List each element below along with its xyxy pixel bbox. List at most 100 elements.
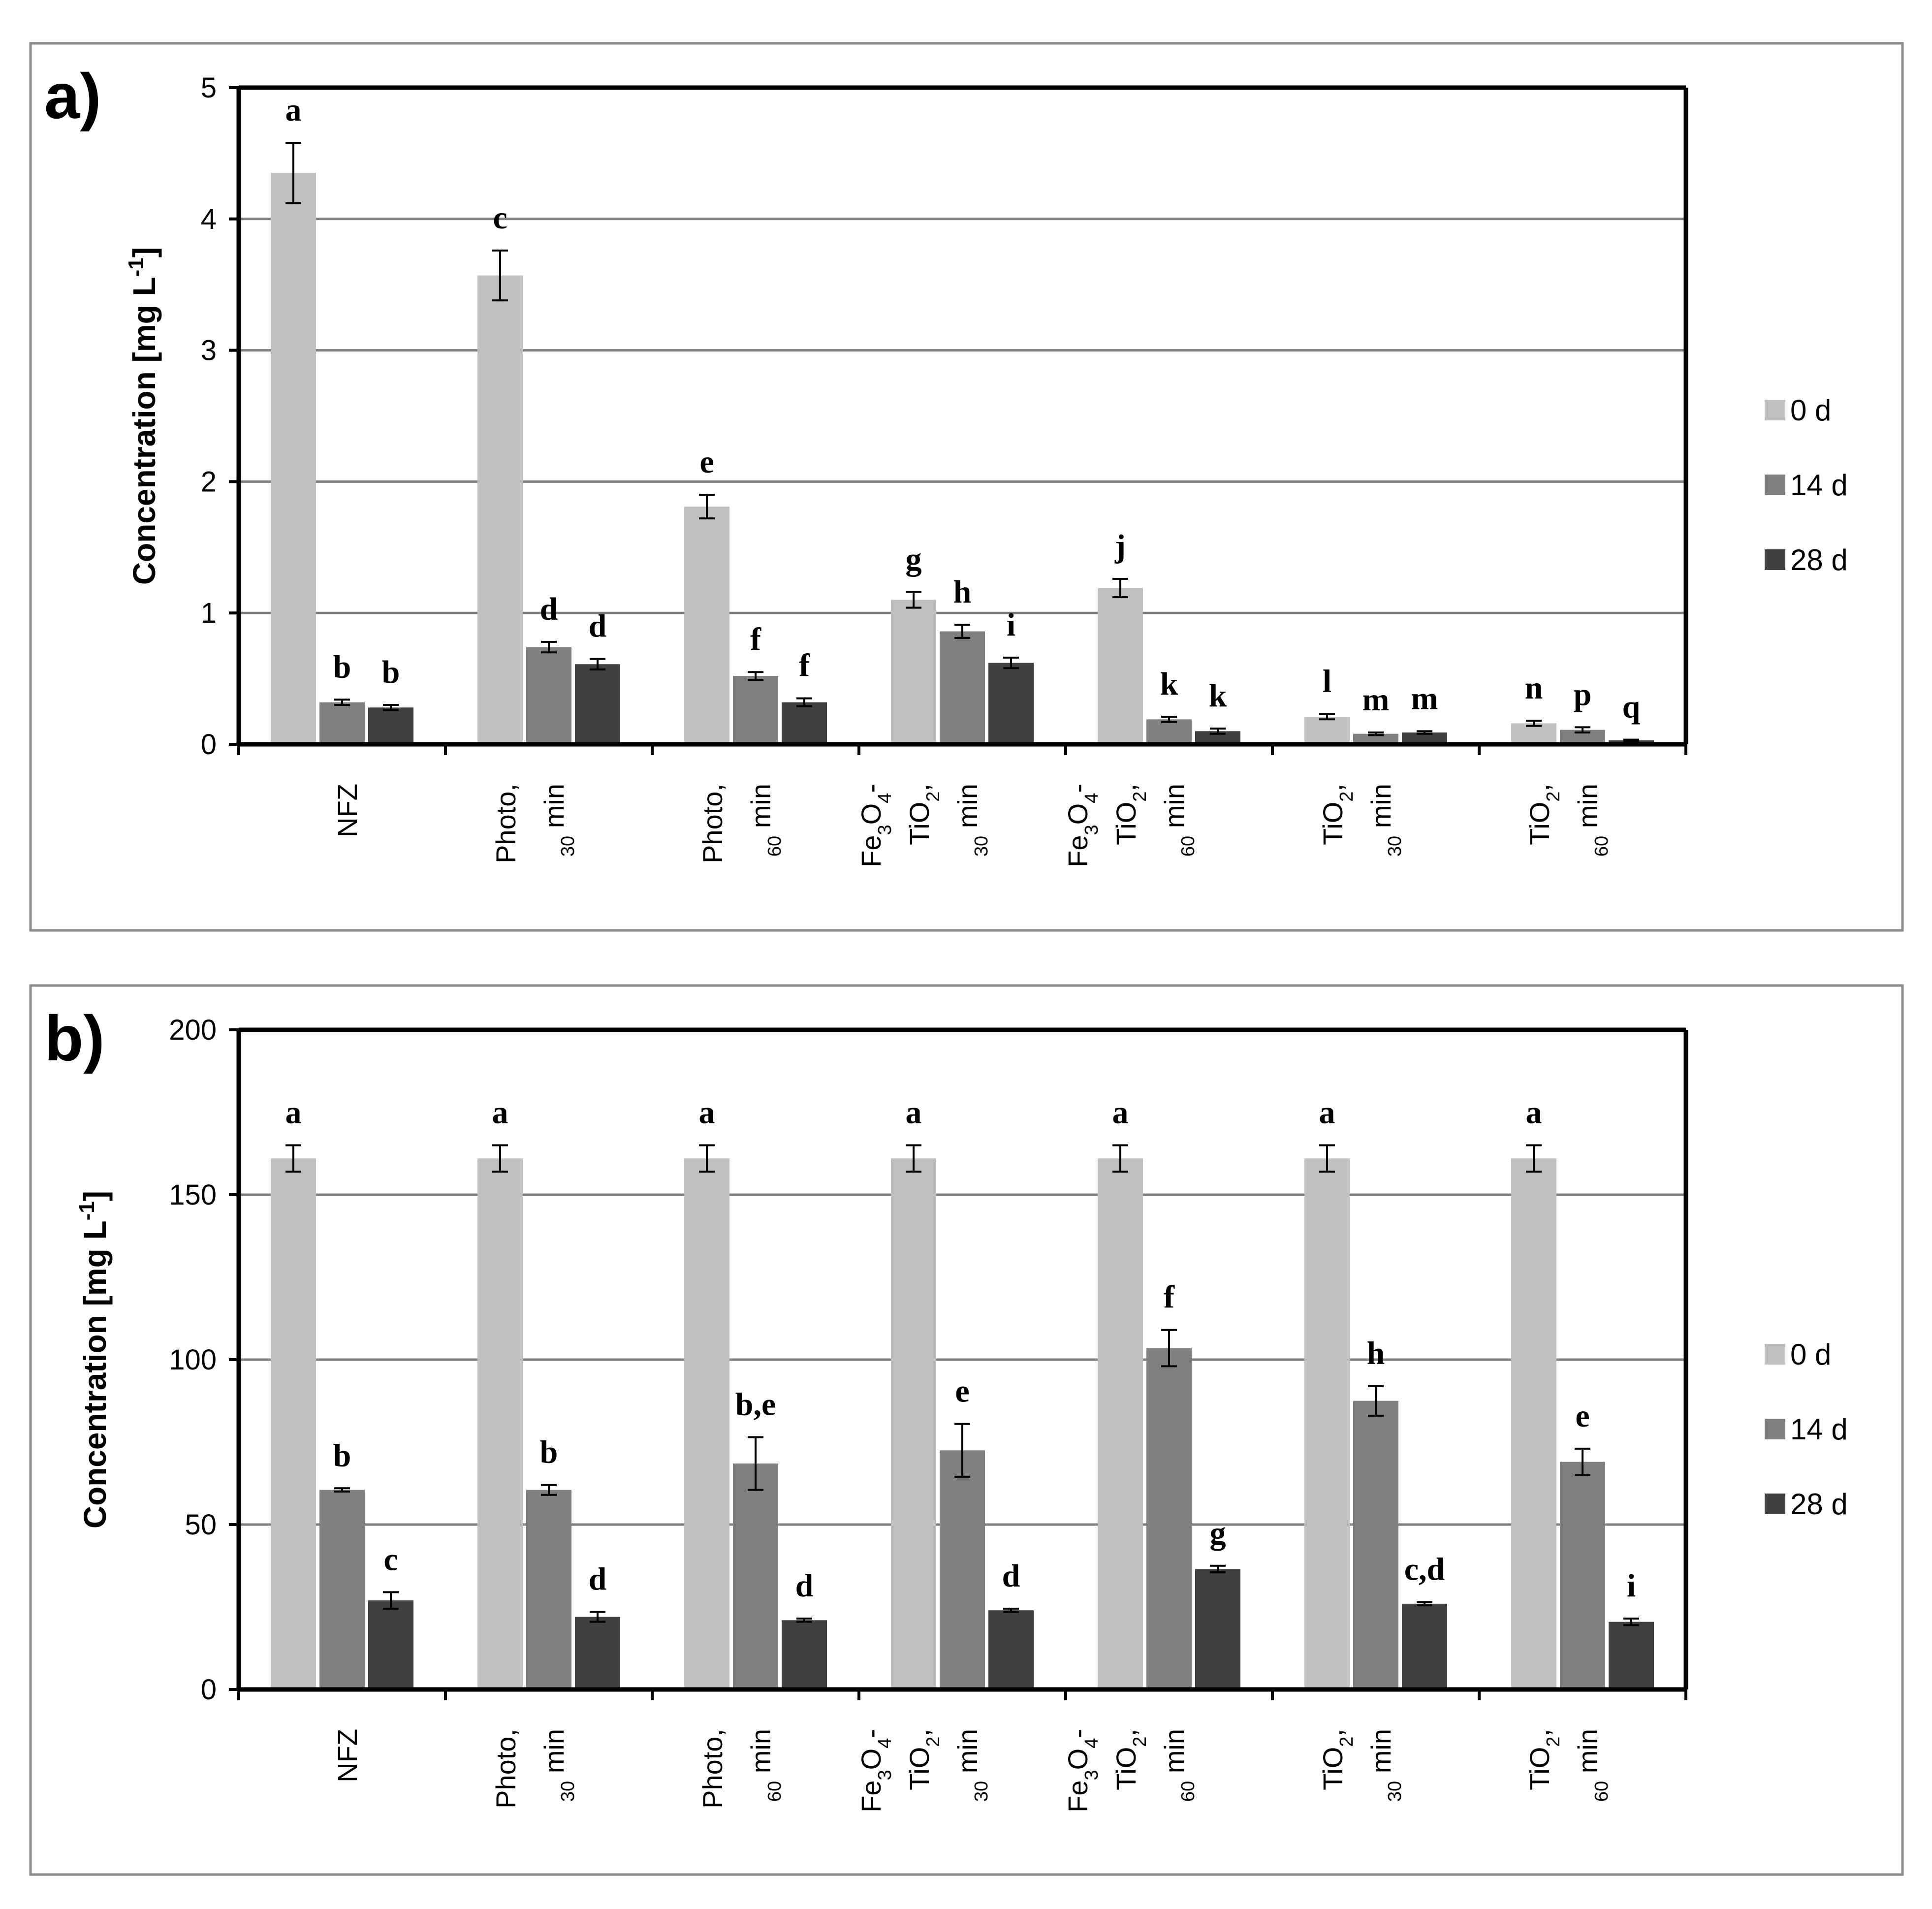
significance-letter: e [1575,1398,1589,1434]
chart-panel-a: a) 0 1 2 3 4 5 Concentration [mg L-1] a c e g j l n b d f… [29,42,1904,932]
significance-letter: j [1114,528,1126,564]
bar-14d-cat6 [1560,1462,1605,1689]
significance-letter: e [955,1373,969,1409]
bar-0d-cat3 [891,1158,936,1689]
significance-letter: a [285,1095,302,1131]
bar-14d-cat4 [1146,719,1192,744]
x-category-label: 30 min [952,784,992,857]
significance-letter: d [1002,1558,1020,1594]
y-axis-label: Concentration [mg L-1] [124,247,162,585]
x-category-label: 60 min [1572,1729,1612,1802]
significance-letter: a [699,1095,715,1131]
significance-letter: n [1525,670,1543,706]
bar-28d-cat4 [1195,1569,1240,1689]
bar-14d-cat1 [526,1490,571,1689]
x-category-label: Fe3O4- [1062,784,1102,867]
x-category-label: Fe3O4- [855,1729,895,1813]
x-category-label: Photo, [697,784,728,863]
significance-letter: e [699,444,714,480]
x-category-label: 30 min [538,1729,578,1802]
bar-0d-cat1 [477,275,523,744]
y-tick-label: 3 [201,335,217,367]
bar-28d-cat5 [1402,1603,1447,1689]
significance-letter: b [333,1437,351,1473]
legend-swatch-14d [1765,1419,1785,1439]
significance-letter: i [1627,1568,1636,1604]
x-category-label: Photo, [490,784,521,863]
y-tick-label: 150 [169,1179,217,1211]
bar-28d-cat0 [368,1600,413,1689]
legend-swatch-28d [1765,1494,1785,1514]
y-tick-label: 200 [169,1014,217,1046]
significance-letter: m [1362,682,1390,718]
x-category-label: 60 min [745,1729,785,1802]
x-category-label: TiO2, [1110,784,1150,845]
panel-border [29,42,1904,932]
x-category-label: TiO2, [1317,1729,1357,1790]
bar-0d-cat4 [1098,1158,1143,1689]
x-category-label: Fe3O4- [855,784,895,867]
bar-28d-cat3 [988,1610,1034,1689]
x-category-label: TiO2, [904,784,944,845]
significance-letter: c [493,200,507,236]
bar-14d-cat4 [1146,1348,1192,1689]
x-category-label: 60 min [1159,784,1199,857]
y-tick-label: 1 [201,597,217,629]
x-category-label: NFZ [332,1729,363,1782]
legend-label: 0 d [1790,1338,1831,1371]
bar-28d-cat0 [368,707,413,744]
bar-28d-cat2 [782,1620,827,1689]
x-category-label: TiO2, [1110,1729,1150,1790]
bar-0d-cat0 [271,1158,316,1689]
y-tick-label: 4 [201,203,217,235]
significance-letter: d [589,1561,607,1597]
bar-0d-cat5 [1304,1158,1350,1689]
significance-letter: p [1574,676,1592,712]
significance-letter: d [540,591,558,627]
significance-letter: i [1007,607,1015,643]
significance-letter: g [906,541,922,577]
x-category-label: NFZ [332,784,363,837]
significance-letter: f [750,621,761,657]
bar-0d-cat2 [684,507,729,744]
y-tick-label: 0 [201,729,217,761]
bar-0d-cat6 [1511,1158,1556,1689]
significance-letter: b [540,1434,558,1470]
significance-letter: c [383,1541,398,1577]
bar-0d-cat5 [1304,716,1350,744]
bar-14d-cat0 [319,1490,365,1689]
panel-label: b) [44,1002,105,1074]
significance-letter: m [1411,680,1438,716]
significance-letter: k [1209,678,1227,714]
x-category-label: 30 min [538,784,578,857]
y-tick-label: 100 [169,1344,217,1376]
bar-14d-cat3 [940,631,985,744]
significance-letter: g [1210,1515,1226,1551]
x-category-label: 30 min [1365,784,1405,857]
bar-28d-cat6 [1609,1622,1654,1689]
x-category-label: TiO2, [1524,1729,1564,1790]
significance-letter: c,d [1404,1551,1445,1587]
y-tick-label: 2 [201,466,217,498]
x-category-label: TiO2, [904,1729,944,1790]
significance-letter: q [1622,689,1641,725]
y-axis-label: Concentration [mg L-1] [75,1191,113,1528]
bar-14d-cat1 [526,647,571,744]
bar-14d-cat3 [940,1450,985,1689]
legend-swatch-14d [1765,475,1785,495]
significance-letter: a [492,1095,508,1131]
x-category-label: TiO2, [1524,784,1564,845]
x-category-label: 30 min [952,1729,992,1802]
significance-letter: k [1160,666,1178,702]
legend-label: 28 d [1790,1488,1848,1521]
bar-14d-cat2 [733,676,778,744]
x-category-label: 60 min [1159,1729,1199,1802]
legend-label: 14 d [1790,469,1848,502]
y-tick-label: 5 [201,72,217,104]
bar-0d-cat3 [891,600,936,744]
significance-letter: a [1526,1095,1542,1131]
significance-letter: a [1112,1095,1129,1131]
legend-label: 0 d [1790,394,1831,427]
bar-28d-cat1 [575,1617,620,1689]
